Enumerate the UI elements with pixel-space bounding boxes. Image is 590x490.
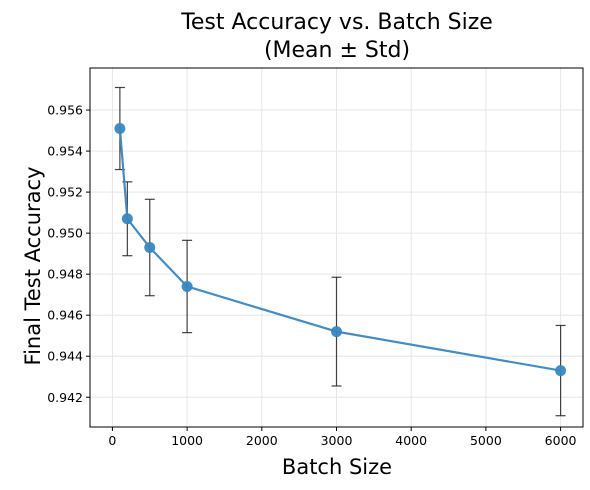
grid [90, 68, 583, 427]
series-points [114, 123, 567, 377]
x-tick-label: 6000 [545, 433, 577, 448]
x-tick-label: 2000 [246, 433, 278, 448]
series-line-layer [118, 128, 561, 372]
x-axis-label: Batch Size [282, 455, 392, 479]
x-tick-label: 4000 [395, 433, 427, 448]
series-line [118, 128, 561, 372]
error-bars [114, 86, 566, 417]
y-tick-label: 0.948 [47, 267, 83, 282]
x-tick-label: 1000 [171, 433, 203, 448]
data-point [331, 326, 342, 338]
y-tick-label: 0.954 [47, 144, 83, 159]
data-point [555, 365, 567, 377]
x-tick-label: 3000 [321, 433, 353, 448]
chart-title-line1: Test Accuracy vs. Batch Size [180, 10, 493, 35]
y-tick-label: 0.956 [47, 103, 83, 118]
x-tick-label: 0 [108, 433, 116, 448]
chart-title-line2: (Mean ± Std) [264, 38, 410, 63]
data-point [121, 213, 133, 225]
y-tick-label: 0.950 [47, 226, 83, 241]
y-tick-label: 0.944 [47, 349, 83, 364]
data-point [144, 242, 156, 253]
data-point [114, 123, 126, 135]
y-axis-label: Final Test Accuracy [21, 167, 45, 366]
y-tick-label: 0.942 [47, 390, 83, 405]
x-tick-label: 5000 [470, 433, 502, 448]
y-ticks: 0.942 0.944 0.946 0.948 0.950 0.952 0.954 0.956 [47, 103, 90, 405]
data-point [181, 280, 193, 292]
x-ticks: 0 1000 2000 3000 4000 5000 6000 [108, 427, 577, 448]
y-tick-label: 0.946 [47, 308, 83, 323]
y-tick-label: 0.952 [47, 185, 83, 200]
